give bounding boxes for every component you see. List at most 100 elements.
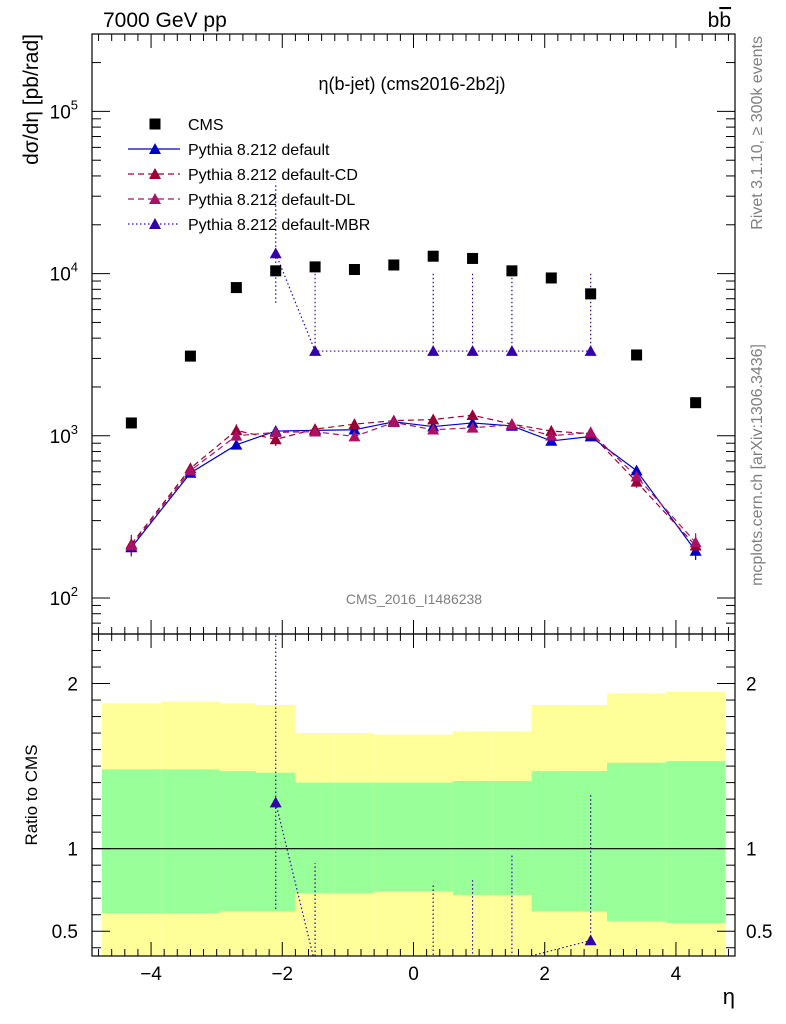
ratio-marker-2-2 [230,986,242,997]
ratio-marker-3-3 [270,991,282,1002]
ratio-tick-label-left: 1 [67,840,78,861]
marker-3-3 [269,426,282,438]
legend-label-1: Pythia 8.212 default [188,142,330,159]
ratio-marker-1-7 [427,993,439,1004]
legend-marker-1 [149,143,161,154]
ratio-marker-3-12 [631,978,643,989]
y-tick-base: 10 [50,427,71,448]
x-tick-label: 2 [539,964,550,985]
ratio-marker-1-12 [631,976,643,987]
ratio-marker-4-0 [269,796,282,808]
marker-2-7 [427,413,440,425]
cms-point-12 [631,349,643,361]
ratio-marker-2-6 [388,990,400,1001]
ratio-marker-3-8 [467,993,479,1004]
ratio-marker-3-9 [506,989,518,1000]
marker-2-5 [348,418,361,429]
ratio-marker-2-3 [270,993,282,1004]
ratio-marker-1-6 [388,990,400,1001]
series-line-1 [130,421,697,552]
legend: CMS Pythia 8.212 default Pythia 8.212 defa… [128,117,370,234]
ratio-bands [101,691,726,956]
y-tick-label: 104 [50,260,78,286]
ratio-marker-2-9 [506,989,518,1000]
cms-point-4 [309,261,321,273]
ratio-tick-label-right: 2 [746,675,757,696]
ratio-marker-1-0 [125,980,137,991]
ratio-marker-2-10 [545,989,557,1000]
mcplots-label: mcplots.cern.ch [arXiv:1306.3436] [749,344,766,586]
marker-2-8 [466,409,479,420]
marker-3-2 [230,429,243,441]
legend-marker-cms [149,118,161,130]
ratio-band-inner-12 [607,762,667,922]
ratio-marker-3-4 [309,992,321,1003]
ratio-y-axis-label: Ratio to CMS [22,744,41,845]
series-line-3 [130,421,697,547]
cms-point-9 [506,265,518,277]
marker-3-1 [184,464,197,476]
marker-3-8 [466,421,479,433]
ratio-band-inner-10 [531,771,571,912]
ratio-marker-1-10 [545,991,557,1002]
marker-4-4 [505,345,518,356]
ratio-marker-2-13 [690,986,702,997]
ratio-marker-2-5 [348,989,360,1000]
y-tick-base: 10 [50,102,71,123]
ratio-marker-3-10 [545,990,557,1001]
header-right-base: b [708,9,720,32]
marker-4-1 [309,345,322,356]
main-error-bars [130,182,697,560]
header-left: 7000 GeV pp [103,9,227,32]
ratio-marker-1-11 [585,986,597,997]
ratio-marker-2-7 [427,992,439,1003]
marker-3-13 [689,536,702,548]
ratio-band-inner-8 [452,780,493,895]
ratio-marker-2-11 [585,985,597,996]
legend-label-4: Pythia 8.212 default-MBR [188,217,370,234]
ratio-marker-1-13 [690,988,702,999]
ratio-marker-4-5 [584,934,597,946]
cms-point-10 [545,272,557,284]
marker-3-9 [505,418,518,430]
marker-3-11 [584,426,597,438]
cms-point-2 [230,282,242,294]
x-axis-label: η [723,984,735,1009]
y-axis-label: dσ/dη [pb/rad] [20,34,43,165]
ratio-marker-2-12 [631,981,643,992]
x-tick-label: −2 [271,964,293,985]
main-markers [125,247,702,556]
legend-marker-2 [149,168,161,179]
cms-point-6 [388,259,400,271]
ratio-band-inner-7 [413,782,453,892]
ratio-marker-3-0 [125,979,137,990]
marker-1-5 [348,423,361,435]
watermark: CMS_2016_I1486238 [346,591,482,607]
legend-marker-4 [149,218,161,229]
y-tick-label: 102 [50,584,78,610]
ratio-marker-2-8 [467,990,479,1001]
main-series-lines [130,253,697,552]
ratio-marker-1-3 [270,991,282,1002]
ratio-tick-label-right: 0.5 [746,922,772,943]
cms-point-1 [184,350,196,362]
cms-point-5 [348,263,360,275]
marker-3-6 [387,416,400,428]
header-right-bar: b [719,9,731,32]
ratio-marker-4-3 [467,963,479,974]
ratio-marker-4-2 [427,965,439,976]
x-tick-label: 0 [408,964,419,985]
marker-3-5 [348,430,361,442]
axis-ticks [92,33,735,956]
cms-point-7 [427,250,439,262]
ratio-lines [92,802,735,956]
series-line-2 [130,414,697,547]
y-tick-base: 10 [50,589,71,610]
ratio-marker-3-13 [690,985,702,996]
ratio-markers [125,634,702,1004]
marker-4-0 [269,247,282,259]
y-tick-label: 103 [50,422,78,448]
ratio-band-inner-2 [219,771,257,912]
